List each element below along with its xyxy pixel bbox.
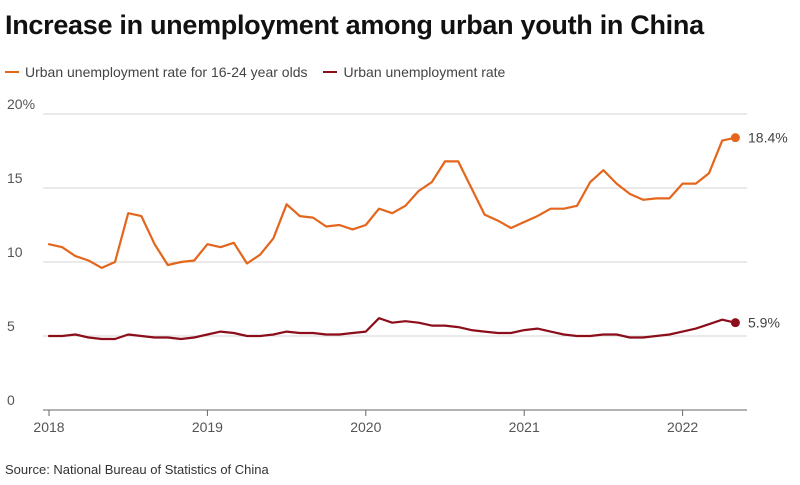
end-value-label-0: 18.4% (748, 130, 788, 146)
y-tick-label: 0 (7, 392, 15, 408)
y-tick-label: 10 (7, 244, 23, 260)
legend-label-youth: Urban unemployment rate for 16-24 year o… (25, 64, 308, 80)
y-tick-label: 20% (7, 96, 35, 112)
legend-swatch-youth (5, 71, 19, 73)
chart-legend: Urban unemployment rate for 16-24 year o… (5, 64, 521, 80)
y-tick-label: 5 (7, 318, 15, 334)
y-tick-label: 15 (7, 170, 23, 186)
legend-label-overall: Urban unemployment rate (343, 64, 506, 80)
end-value-label-1: 5.9% (748, 315, 780, 331)
end-marker-1 (730, 318, 740, 328)
x-tick-label: 2018 (33, 419, 64, 435)
legend-swatch-overall (323, 71, 338, 73)
x-tick-label: 2020 (350, 419, 381, 435)
x-tick-label: 2021 (509, 419, 540, 435)
x-tick-label: 2019 (192, 419, 223, 435)
source-note: Source: National Bureau of Statistics of… (5, 462, 269, 477)
series-line-1 (47, 317, 737, 341)
series-line-0 (47, 136, 737, 269)
legend-item-youth: Urban unemployment rate for 16-24 year o… (5, 64, 307, 80)
legend-item-overall: Urban unemployment rate (323, 64, 505, 80)
chart-title: Increase in unemployment among urban you… (5, 10, 704, 40)
x-tick-label: 2022 (667, 419, 698, 435)
end-marker-0 (730, 133, 740, 143)
